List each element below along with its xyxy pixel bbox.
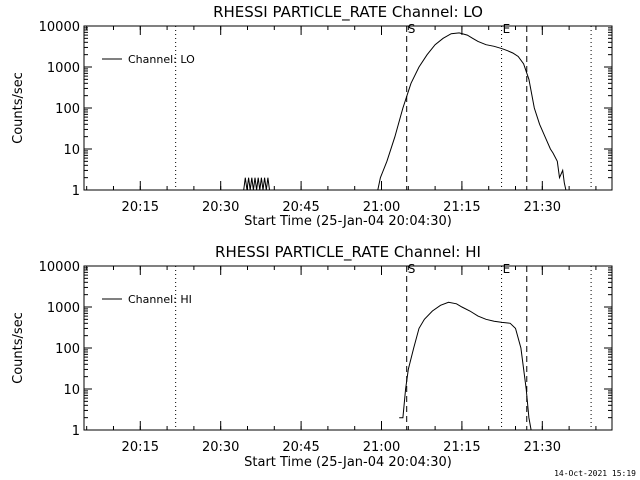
legend-label: Channel: HI	[128, 293, 192, 306]
y-tick-label: 1	[72, 184, 80, 199]
chart-title: RHESSI PARTICLE_RATE Channel: LO	[213, 3, 483, 22]
x-axis-label: Start Time (25-Jan-04 20:04:30)	[244, 214, 452, 229]
y-tick-label: 100	[55, 342, 80, 357]
plot-frame	[83, 25, 613, 191]
chart-1: RHESSI PARTICLE_RATE Channel: LO 1 10 100 10…	[11, 3, 613, 229]
y-tick-label: 1000	[47, 61, 80, 76]
y-tick-label: 10000	[39, 20, 80, 35]
x-tick-label: 20:30	[202, 440, 239, 455]
y-tick-label: 10000	[39, 260, 80, 275]
legend-label: Channel: LO	[128, 53, 195, 66]
x-axis-label: Start Time (25-Jan-04 20:04:30)	[244, 455, 452, 470]
x-tick-label: 21:15	[443, 440, 480, 455]
y-axis-label: Counts/sec	[11, 312, 26, 384]
x-tick-label: 20:15	[122, 440, 159, 455]
x-tick-label: 21:15	[443, 200, 480, 215]
x-tick-label: 20:45	[282, 440, 319, 455]
x-tick-label: 20:45	[282, 200, 319, 215]
chart-title: RHESSI PARTICLE_RATE Channel: HI	[215, 243, 481, 262]
chart-2: RHESSI PARTICLE_RATE Channel: HI 1 10 100 10…	[11, 243, 613, 470]
marker-label: E	[503, 262, 511, 276]
y-tick-label: 10	[63, 143, 80, 158]
y-tick-label: 100	[55, 102, 80, 117]
marker-label: S	[408, 262, 416, 276]
marker-label: S	[408, 22, 416, 36]
x-tick-label: 20:15	[122, 200, 159, 215]
y-axis-label: Counts/sec	[11, 72, 26, 144]
x-tick-label: 20:30	[202, 200, 239, 215]
series-line	[399, 301, 532, 431]
marker-label: E	[503, 22, 511, 36]
plot-timestamp: 14-Oct-2021 15:19	[554, 469, 636, 478]
x-tick-label: 21:00	[363, 200, 400, 215]
x-tick-label: 21:00	[363, 440, 400, 455]
y-tick-label: 1	[72, 424, 80, 439]
y-tick-label: 1000	[47, 301, 80, 316]
y-tick-label: 10	[63, 383, 80, 398]
plot-frame	[83, 265, 613, 431]
x-tick-label: 21:30	[524, 200, 561, 215]
x-tick-label: 21:30	[524, 440, 561, 455]
series-line	[84, 32, 567, 191]
